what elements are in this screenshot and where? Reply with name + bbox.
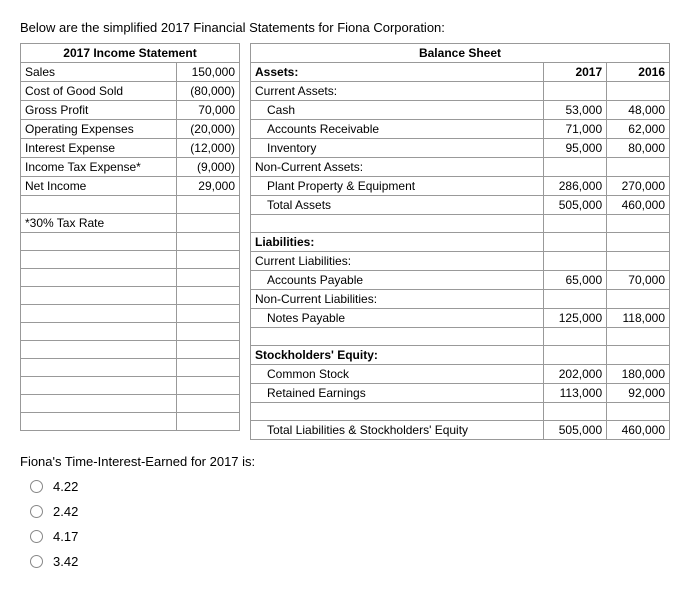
table-row: Operating Expenses(20,000) <box>21 120 240 139</box>
bal-total-label: Total Liabilities & Stockholders' Equity <box>251 421 544 440</box>
table-row: Non-Current Liabilities: <box>251 290 670 309</box>
radio-icon <box>30 555 43 568</box>
table-row <box>21 305 240 323</box>
table-row: Current Assets: <box>251 82 670 101</box>
balance-title: Balance Sheet <box>251 44 670 63</box>
option-1[interactable]: 2.42 <box>30 504 680 519</box>
bal-label: Retained Earnings <box>251 384 544 403</box>
table-row: Plant Property & Equipment286,000270,000 <box>251 177 670 196</box>
inc-label: Operating Expenses <box>21 120 177 139</box>
table-row: Retained Earnings113,00092,000 <box>251 384 670 403</box>
table-row: Gross Profit70,000 <box>21 101 240 120</box>
bal-hdr: Liabilities: <box>251 233 544 252</box>
option-label: 3.42 <box>53 554 78 569</box>
table-row <box>21 233 240 251</box>
bal-label: Notes Payable <box>251 309 544 328</box>
table-row: Accounts Receivable71,00062,000 <box>251 120 670 139</box>
inc-label: Interest Expense <box>21 139 177 158</box>
bal-hdr: Assets: <box>251 63 544 82</box>
table-row: Notes Payable125,000118,000 <box>251 309 670 328</box>
table-row: Total Assets505,000460,000 <box>251 196 670 215</box>
answer-options: 4.22 2.42 4.17 3.42 <box>20 479 680 569</box>
table-row <box>21 341 240 359</box>
table-row <box>21 395 240 413</box>
statements-wrap: 2017 Income Statement Sales150,000 Cost … <box>20 43 680 440</box>
table-row: Assets: 2017 2016 <box>251 63 670 82</box>
inc-label: Sales <box>21 63 177 82</box>
radio-icon <box>30 505 43 518</box>
table-row: Liabilities: <box>251 233 670 252</box>
radio-icon <box>30 530 43 543</box>
table-row: Total Liabilities & Stockholders' Equity… <box>251 421 670 440</box>
inc-amt: 70,000 <box>177 101 240 120</box>
inc-amt: 150,000 <box>177 63 240 82</box>
radio-icon <box>30 480 43 493</box>
balance-sheet-table: Balance Sheet Assets: 2017 2016 Current … <box>250 43 670 440</box>
table-row <box>21 196 240 214</box>
table-row: Cost of Good Sold(80,000) <box>21 82 240 101</box>
inc-label: Cost of Good Sold <box>21 82 177 101</box>
table-row <box>251 403 670 421</box>
table-row <box>21 287 240 305</box>
inc-label <box>21 196 177 214</box>
option-2[interactable]: 4.17 <box>30 529 680 544</box>
bal-label: Non-Current Assets: <box>251 158 544 177</box>
table-row: Inventory95,00080,000 <box>251 139 670 158</box>
tax-note: *30% Tax Rate <box>21 214 177 233</box>
inc-amt <box>177 196 240 214</box>
table-row <box>251 215 670 233</box>
table-row: Accounts Payable65,00070,000 <box>251 271 670 290</box>
inc-amt: (20,000) <box>177 120 240 139</box>
option-label: 2.42 <box>53 504 78 519</box>
inc-label: Income Tax Expense* <box>21 158 177 177</box>
inc-amt: (12,000) <box>177 139 240 158</box>
bal-label: Inventory <box>251 139 544 158</box>
inc-amt: (80,000) <box>177 82 240 101</box>
bal-label: Current Assets: <box>251 82 544 101</box>
table-row: Current Liabilities: <box>251 252 670 271</box>
bal-label: Total Assets <box>251 196 544 215</box>
table-row: Non-Current Assets: <box>251 158 670 177</box>
option-label: 4.22 <box>53 479 78 494</box>
table-row <box>21 359 240 377</box>
table-row: *30% Tax Rate <box>21 214 240 233</box>
intro-text: Below are the simplified 2017 Financial … <box>20 20 680 35</box>
inc-amt <box>177 214 240 233</box>
bal-hdr: Stockholders' Equity: <box>251 346 544 365</box>
table-row <box>21 269 240 287</box>
table-row <box>251 328 670 346</box>
table-row <box>21 413 240 431</box>
table-row <box>21 323 240 341</box>
option-0[interactable]: 4.22 <box>30 479 680 494</box>
table-row: Cash53,00048,000 <box>251 101 670 120</box>
income-statement-table: 2017 Income Statement Sales150,000 Cost … <box>20 43 240 431</box>
table-row: Sales150,000 <box>21 63 240 82</box>
inc-amt: (9,000) <box>177 158 240 177</box>
bal-label: Cash <box>251 101 544 120</box>
bal-label: Non-Current Liabilities: <box>251 290 544 309</box>
yr2-hdr: 2016 <box>607 63 670 82</box>
table-row <box>21 251 240 269</box>
table-row <box>21 377 240 395</box>
inc-label: Gross Profit <box>21 101 177 120</box>
table-row: Stockholders' Equity: <box>251 346 670 365</box>
option-3[interactable]: 3.42 <box>30 554 680 569</box>
table-row: Income Tax Expense*(9,000) <box>21 158 240 177</box>
bal-label: Common Stock <box>251 365 544 384</box>
table-row: Common Stock202,000180,000 <box>251 365 670 384</box>
question-text: Fiona's Time-Interest-Earned for 2017 is… <box>20 454 680 469</box>
income-title: 2017 Income Statement <box>21 44 240 63</box>
table-row: Interest Expense(12,000) <box>21 139 240 158</box>
inc-label: Net Income <box>21 177 177 196</box>
bal-label: Accounts Receivable <box>251 120 544 139</box>
inc-amt: 29,000 <box>177 177 240 196</box>
option-label: 4.17 <box>53 529 78 544</box>
bal-label: Current Liabilities: <box>251 252 544 271</box>
table-row: Net Income29,000 <box>21 177 240 196</box>
bal-label: Accounts Payable <box>251 271 544 290</box>
bal-label: Plant Property & Equipment <box>251 177 544 196</box>
yr1-hdr: 2017 <box>544 63 607 82</box>
